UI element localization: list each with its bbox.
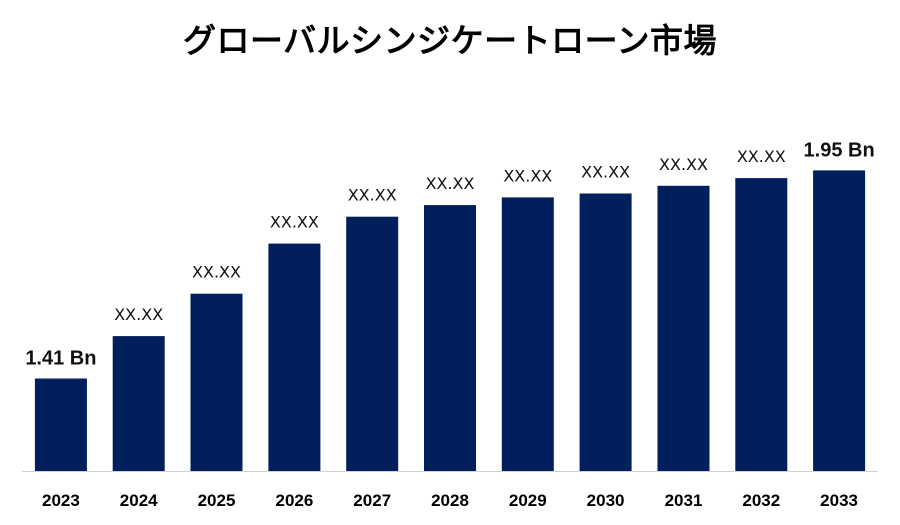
x-tick-label-2031: 2031 xyxy=(665,491,703,510)
bar-2023 xyxy=(34,378,87,471)
x-tick-label-2024: 2024 xyxy=(120,491,158,510)
x-tick-label-2033: 2033 xyxy=(820,491,858,510)
data-labels-group: 1.41 Bn XX.XX XX.XX XX.XX XX.XX XX.XX XX.XX XX.… xyxy=(25,139,874,369)
x-tick-label-2032: 2032 xyxy=(742,491,780,510)
bar-2025 xyxy=(190,293,243,471)
bar-2032 xyxy=(735,178,788,471)
bar-2026 xyxy=(268,243,321,471)
x-tick-label-2028: 2028 xyxy=(431,491,469,510)
x-tick-label-2025: 2025 xyxy=(198,491,236,510)
data-label-2028: XX.XX xyxy=(426,174,475,193)
data-label-2025: XX.XX xyxy=(192,263,241,282)
data-label-2023: 1.41 Bn xyxy=(25,348,96,370)
bar-2029 xyxy=(501,197,554,471)
x-tick-label-2023: 2023 xyxy=(42,491,80,510)
data-label-2031: XX.XX xyxy=(659,155,708,174)
data-label-2030: XX.XX xyxy=(581,163,630,182)
x-tick-labels-group: 2023 2024 2025 2026 2027 2028 2029 2030 2031 2032… xyxy=(42,491,858,510)
bar-2030 xyxy=(579,193,632,471)
chart-title: グローバルシンジケートローン市場 xyxy=(182,21,718,60)
bar-2027 xyxy=(346,216,399,471)
x-tick-label-2029: 2029 xyxy=(509,491,547,510)
data-label-2026: XX.XX xyxy=(270,213,319,232)
data-label-2032: XX.XX xyxy=(737,147,786,166)
data-label-2027: XX.XX xyxy=(348,186,397,205)
x-tick-label-2030: 2030 xyxy=(587,491,625,510)
data-label-2029: XX.XX xyxy=(503,166,552,185)
bar-2024 xyxy=(112,336,165,471)
bar-2028 xyxy=(424,205,476,471)
data-label-2033: 1.95 Bn xyxy=(804,139,875,161)
x-tick-label-2026: 2026 xyxy=(275,491,313,510)
data-label-2024: XX.XX xyxy=(114,305,163,324)
bar-2033 xyxy=(813,170,866,471)
x-tick-label-2027: 2027 xyxy=(353,491,391,510)
bars-group xyxy=(34,170,866,472)
bar-2031 xyxy=(657,185,710,472)
